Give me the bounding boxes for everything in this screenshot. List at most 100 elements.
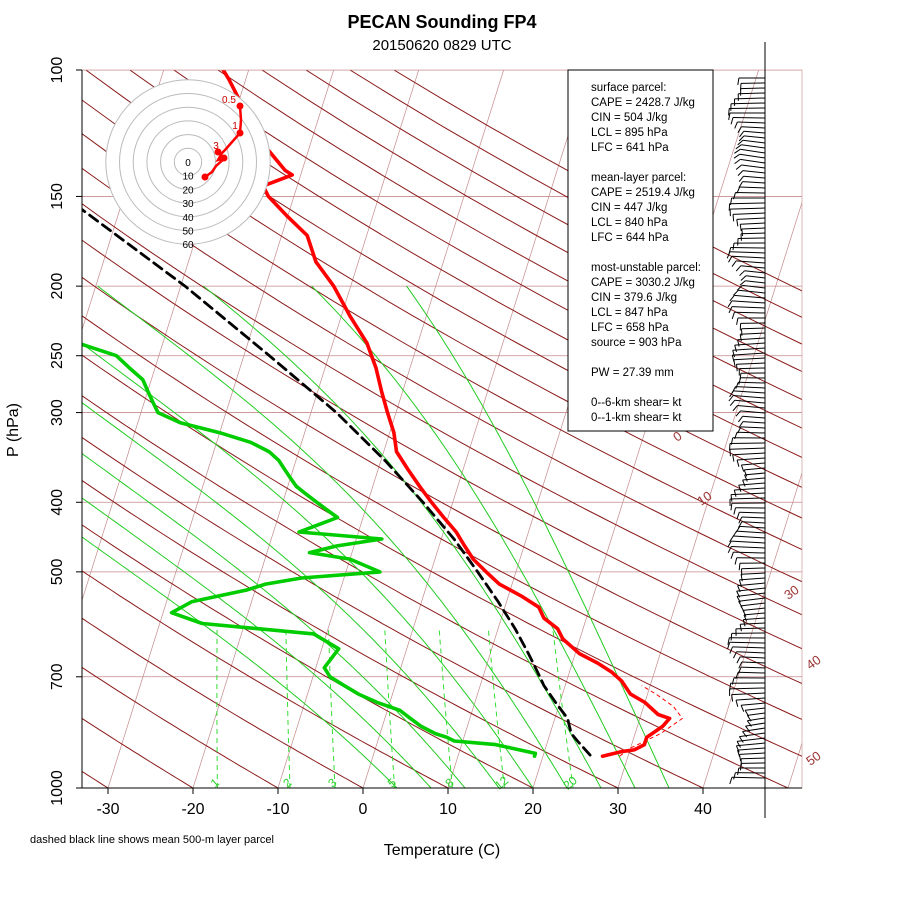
moist-adiabat-line xyxy=(82,452,466,788)
hodograph-height-label: 3 xyxy=(213,141,219,152)
isotherm-line xyxy=(617,201,802,788)
hodograph-trace xyxy=(204,105,243,179)
mean-500m-parcel-line xyxy=(82,207,592,757)
wind-barb-flag xyxy=(738,175,744,182)
dry-adiabat-line xyxy=(82,617,365,788)
dry-adiabat-line xyxy=(82,666,280,788)
hodograph-marker xyxy=(220,154,228,162)
parcel-info-line: CAPE = 2519.4 J/kg xyxy=(591,187,695,199)
wind-barb xyxy=(741,666,766,669)
moist-adiabat-line xyxy=(82,402,500,788)
wind-barb-flag xyxy=(738,181,744,188)
wind-barb xyxy=(732,212,766,215)
x-axis: -30 -20 -10 0 10 20 30 40 xyxy=(82,787,802,818)
wind-barb xyxy=(733,357,766,361)
wind-barb-flag xyxy=(730,117,734,125)
wind-barb xyxy=(739,511,766,514)
wind-barb xyxy=(737,747,766,751)
wind-barb xyxy=(736,651,766,654)
wind-barb xyxy=(740,87,766,90)
wind-barb-flag xyxy=(740,705,745,712)
wind-barb-flag xyxy=(740,763,742,771)
parcel-info-line: CIN = 447 J/kg xyxy=(591,202,667,214)
wind-barb-flag xyxy=(736,459,740,467)
wind-barb xyxy=(732,117,766,119)
mixing-ratio-line xyxy=(384,628,396,788)
parcel-info-frame xyxy=(567,69,714,432)
wind-barb xyxy=(729,442,766,444)
x-tick-label: -20 xyxy=(181,801,204,818)
wind-barb xyxy=(730,247,766,249)
wind-barb-flag xyxy=(732,243,735,251)
x-tick-label: 20 xyxy=(524,801,542,818)
wind-barb xyxy=(741,144,766,149)
y-tick-label: 700 xyxy=(49,663,66,690)
wind-barb xyxy=(730,492,766,496)
dry-adiabat-line xyxy=(82,99,802,519)
wind-barb xyxy=(737,121,766,124)
dry-adiabat-line xyxy=(82,354,802,757)
wind-barb xyxy=(741,572,766,575)
dry-adiabat-line xyxy=(82,203,802,616)
parcel-info-line: LFC = 644 hPa xyxy=(591,232,669,244)
wind-barb xyxy=(731,692,766,696)
wind-barb xyxy=(738,289,766,294)
wind-barb xyxy=(734,399,766,404)
wind-barb-flag xyxy=(738,736,744,743)
wind-barb xyxy=(732,347,766,351)
wind-barb xyxy=(740,222,766,225)
wind-barb-flag xyxy=(728,395,734,402)
wind-barb xyxy=(741,661,766,664)
wind-barb xyxy=(742,477,766,481)
x-tick-label: 40 xyxy=(694,801,712,818)
wind-barb xyxy=(733,390,766,394)
isotherm-line xyxy=(192,70,419,788)
wind-barb xyxy=(739,732,766,738)
wind-barb xyxy=(729,202,766,205)
wind-barb-flag xyxy=(730,503,733,511)
moist-adiabats xyxy=(82,285,670,788)
parcel-info-line: CIN = 379.6 J/kg xyxy=(591,292,677,304)
wind-barb xyxy=(745,280,766,284)
wind-barb xyxy=(742,139,766,144)
dry-adiabat-line xyxy=(82,167,802,583)
wind-barb xyxy=(747,712,766,716)
wind-barb-flag xyxy=(732,454,735,462)
wind-barb xyxy=(747,717,766,722)
wind-barb-flag xyxy=(729,646,733,654)
wind-barb-flag xyxy=(734,148,741,154)
wind-barb-flag xyxy=(736,285,743,291)
temperature-line xyxy=(221,70,672,758)
wind-barb xyxy=(734,487,766,491)
wind-barb xyxy=(742,607,766,611)
wind-barb xyxy=(730,102,766,105)
wind-barb-flag xyxy=(735,265,742,272)
wind-barb-flag xyxy=(728,255,733,263)
wind-barb xyxy=(742,727,766,732)
wind-barb-flag xyxy=(742,479,746,487)
y-tick-label: 100 xyxy=(49,57,66,84)
wind-barb xyxy=(740,622,766,625)
dry-adiabat-line xyxy=(82,239,802,650)
sounding-series xyxy=(82,70,684,758)
x-axis-label: Temperature (C) xyxy=(384,842,500,859)
dry-adiabat-line xyxy=(261,70,802,373)
wind-barb-flag xyxy=(737,767,740,775)
dry-adiabat-line xyxy=(82,524,535,788)
dry-adiabat-line xyxy=(82,570,450,788)
mixing-ratio-line xyxy=(487,628,505,788)
wind-barb-flag xyxy=(736,219,739,227)
parcel-info-line: source = 903 hPa xyxy=(591,337,682,349)
parcel-info-line: LFC = 658 hPa xyxy=(591,322,669,334)
x-tick-label: 30 xyxy=(609,801,627,818)
wind-barb-flag xyxy=(742,610,747,617)
wind-barb xyxy=(741,327,766,330)
wind-barb-flag xyxy=(737,521,743,529)
wind-barb-flag xyxy=(736,656,741,664)
wind-barb-flag xyxy=(738,377,741,385)
wind-barb xyxy=(730,207,766,210)
isotherm-line xyxy=(787,742,802,788)
wind-barb xyxy=(740,265,766,269)
wind-barb-flag xyxy=(727,642,731,650)
wind-barb-flag xyxy=(738,484,742,492)
